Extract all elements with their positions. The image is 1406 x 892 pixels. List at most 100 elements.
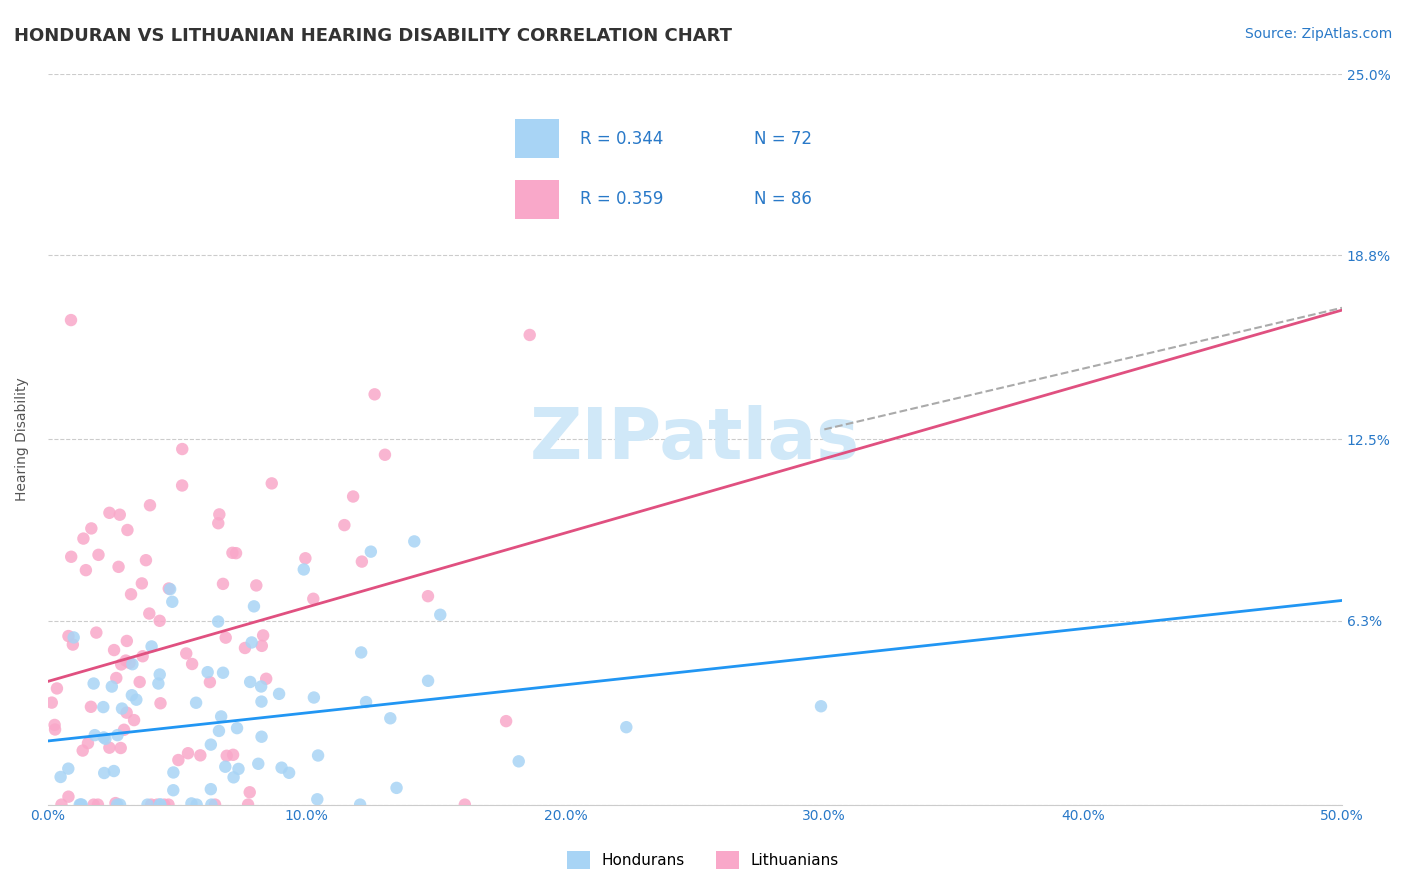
Lithuanians [131, 576, 153, 591]
Hondurans [267, 687, 290, 701]
Hondurans [243, 599, 266, 614]
Hondurans [226, 721, 249, 735]
Lithuanians [110, 657, 132, 672]
Hondurans [292, 562, 315, 576]
Lithuanians [181, 657, 204, 671]
Lithuanians [260, 476, 283, 491]
Lithuanians [141, 797, 163, 812]
Lithuanians [294, 551, 316, 566]
Lithuanians [51, 797, 73, 812]
Hondurans [148, 676, 170, 690]
Hondurans [228, 762, 250, 776]
Lithuanians [80, 521, 103, 535]
Hondurans [70, 797, 93, 812]
Hondurans [105, 797, 128, 812]
Lithuanians [107, 559, 129, 574]
Lithuanians [131, 649, 153, 664]
Hondurans [614, 720, 637, 734]
Lithuanians [333, 518, 356, 533]
Hondurans [270, 761, 292, 775]
Lithuanians [135, 553, 157, 567]
Lithuanians [350, 555, 373, 569]
Hondurans [404, 534, 426, 549]
Hondurans [49, 770, 72, 784]
Lithuanians [60, 549, 83, 564]
Hondurans [360, 544, 382, 558]
Lithuanians [208, 508, 231, 522]
Lithuanians [207, 516, 229, 531]
Lithuanians [254, 672, 277, 686]
Hondurans [278, 765, 301, 780]
Hondurans [162, 765, 184, 780]
Lithuanians [105, 671, 128, 685]
Lithuanians [222, 747, 245, 762]
Lithuanians [41, 696, 63, 710]
Hondurans [162, 595, 184, 609]
Lithuanians [110, 741, 132, 756]
Lithuanians [80, 699, 103, 714]
Hondurans [810, 699, 832, 714]
Hondurans [380, 711, 402, 725]
Hondurans [149, 797, 172, 812]
Hondurans [209, 709, 232, 723]
Lithuanians [188, 748, 211, 763]
Hondurans [416, 673, 439, 688]
Hondurans [186, 797, 208, 812]
Lithuanians [59, 313, 82, 327]
Lithuanians [215, 748, 238, 763]
Lithuanians [342, 490, 364, 504]
Lithuanians [172, 478, 194, 492]
Lithuanians [215, 631, 238, 645]
Lithuanians [104, 796, 127, 810]
Hondurans [200, 782, 222, 797]
Hondurans [208, 723, 231, 738]
Hondurans [200, 738, 222, 752]
Lithuanians [87, 797, 110, 812]
Lithuanians [83, 797, 105, 812]
Lithuanians [112, 723, 135, 737]
Lithuanians [44, 723, 66, 737]
Lithuanians [177, 746, 200, 760]
Hondurans [214, 760, 236, 774]
Lithuanians [108, 508, 131, 522]
Lithuanians [75, 563, 97, 577]
Hondurans [69, 797, 91, 812]
Hondurans [83, 728, 105, 742]
Lithuanians [363, 387, 385, 401]
Hondurans [508, 755, 530, 769]
Lithuanians [149, 696, 172, 710]
Lithuanians [212, 577, 235, 591]
Lithuanians [138, 607, 160, 621]
Lithuanians [72, 532, 94, 546]
Lithuanians [153, 797, 176, 812]
Hondurans [162, 783, 184, 797]
Lithuanians [519, 328, 541, 343]
Lithuanians [139, 498, 162, 512]
Lithuanians [72, 743, 94, 757]
Lithuanians [252, 628, 274, 642]
Hondurans [136, 797, 159, 812]
Hondurans [101, 680, 124, 694]
Hondurans [180, 797, 202, 811]
Lithuanians [225, 546, 247, 560]
Hondurans [107, 728, 129, 742]
Hondurans [141, 640, 163, 654]
Lithuanians [416, 589, 439, 603]
Text: ZIPatlas: ZIPatlas [530, 405, 860, 474]
Lithuanians [454, 797, 477, 812]
Lithuanians [239, 785, 262, 799]
Lithuanians [198, 675, 221, 690]
Lithuanians [149, 614, 172, 628]
Hondurans [240, 635, 263, 649]
Lithuanians [115, 634, 138, 648]
Hondurans [354, 695, 377, 709]
Hondurans [200, 797, 222, 812]
Lithuanians [120, 587, 142, 601]
Lithuanians [86, 625, 108, 640]
Hondurans [250, 730, 273, 744]
Lithuanians [374, 448, 396, 462]
Hondurans [184, 696, 207, 710]
Lithuanians [167, 753, 190, 767]
Hondurans [247, 756, 270, 771]
Lithuanians [302, 591, 325, 606]
